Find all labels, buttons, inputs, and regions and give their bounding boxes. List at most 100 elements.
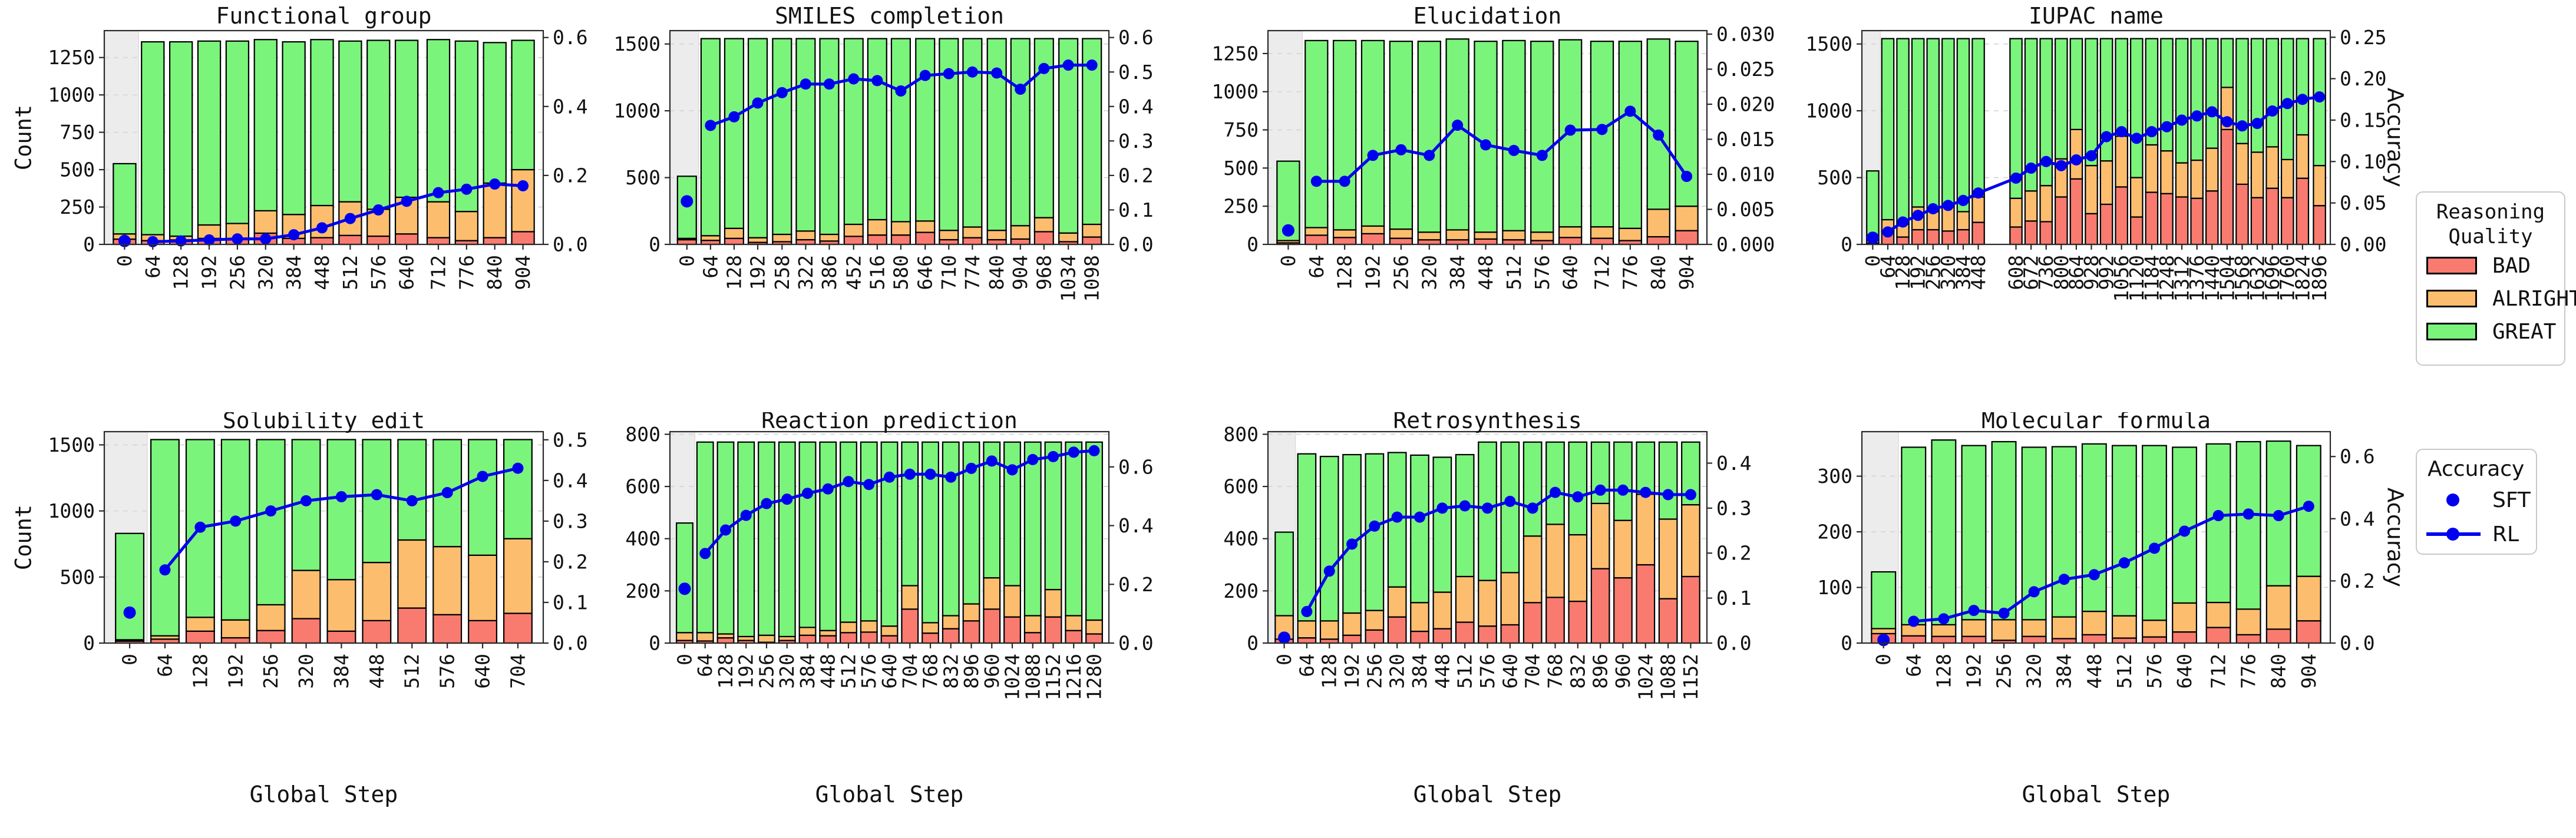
accuracy-axis-label: Accuracy (2383, 88, 2408, 187)
bar-segment-great (737, 441, 755, 638)
plot-border (669, 29, 1110, 246)
bar-segment-bad (2265, 187, 2279, 246)
bar-segment-alright (1365, 610, 1385, 631)
bar-segment-great (1085, 441, 1103, 621)
x-axis: 0 64 128 192 256 320 384 448 512 576 640 712 776 840 9… (1277, 244, 1698, 290)
svg-text:384: 384 (796, 654, 819, 689)
bar-segment-bad (922, 632, 939, 644)
bar-segment-bad (819, 635, 837, 644)
rl-accuracy-point (159, 564, 171, 576)
svg-text:448: 448 (1967, 255, 1990, 290)
bar-segment-bad (1082, 236, 1102, 246)
svg-text:500: 500 (1817, 166, 1852, 189)
sft-accuracy-point (123, 606, 136, 619)
bar-segment-alright (700, 235, 721, 241)
bar-segment-great (2085, 38, 2098, 167)
rl-accuracy-point (1549, 486, 1561, 498)
svg-text:384: 384 (1951, 255, 1974, 290)
svg-text:0.4: 0.4 (2340, 507, 2375, 530)
rl-accuracy-point (1301, 606, 1313, 618)
global-step-axis-label: Global Step (815, 781, 964, 807)
rl-accuracy-point (1572, 491, 1584, 503)
bar-segment-bad (1681, 575, 1700, 644)
bar-segment-great (468, 439, 498, 556)
bar-segment-alright (2235, 143, 2249, 186)
bar-segment-great (2205, 443, 2231, 604)
rl-accuracy-point (752, 97, 764, 109)
rl-accuracy-point (175, 235, 187, 247)
svg-text:1440: 1440 (2201, 255, 2224, 302)
bar-segment-great (1065, 441, 1083, 617)
bar-segment-alright (942, 615, 960, 630)
rl-accuracy-point (991, 67, 1003, 79)
rl-accuracy-point (1662, 489, 1674, 501)
bar-segment-bad (1931, 635, 1957, 644)
bar-segment-bad (2235, 634, 2261, 644)
svg-text:64: 64 (693, 654, 716, 677)
svg-text:0: 0 (1277, 255, 1300, 267)
bar-segment-alright (1432, 591, 1452, 630)
bar-segment-bad (1613, 577, 1633, 644)
bar-segment-alright (986, 230, 1007, 241)
rl-accuracy-point (1480, 139, 1492, 151)
svg-text:128: 128 (1333, 255, 1356, 290)
bar-segment-alright (1675, 206, 1699, 231)
bar-segment-great (840, 441, 857, 623)
bar-segment-great (942, 441, 960, 617)
svg-text:192: 192 (1907, 255, 1930, 290)
bar-segment-bad (1474, 238, 1498, 246)
svg-text:500: 500 (1223, 157, 1259, 180)
bar-segment-great (1636, 441, 1656, 495)
bar-segment-alright (747, 237, 768, 243)
svg-text:968: 968 (1032, 255, 1055, 290)
bar-segment-alright (676, 632, 693, 641)
svg-text:0.030: 0.030 (1716, 22, 1775, 45)
svg-text:320: 320 (1937, 255, 1960, 290)
svg-text:704: 704 (1521, 654, 1544, 689)
count-axis-label: Count (11, 105, 37, 170)
legend-item-sft-label: SFT (2492, 488, 2531, 512)
rl-accuracy-point (2161, 121, 2172, 133)
bar-segment-alright (1502, 230, 1526, 241)
bar-segment-alright (1304, 227, 1329, 236)
bar-segment-alright (860, 620, 878, 633)
svg-text:1248: 1248 (2155, 255, 2178, 302)
svg-text:256: 256 (1389, 255, 1412, 290)
global-step-axis-label: Global Step (2022, 781, 2171, 807)
bar-segment-alright (326, 579, 356, 632)
svg-text:0.2: 0.2 (553, 164, 588, 187)
svg-text:576: 576 (367, 255, 390, 290)
svg-text:712: 712 (1590, 255, 1613, 290)
bar-segment-bad (2055, 196, 2068, 246)
svg-text:256: 256 (226, 255, 249, 290)
bar-segment-alright (840, 621, 857, 634)
bar-segment-bad (291, 618, 321, 644)
svg-text:0.4: 0.4 (553, 469, 588, 492)
svg-text:64: 64 (141, 255, 164, 279)
svg-text:1000: 1000 (1806, 100, 1852, 122)
svg-text:712: 712 (427, 255, 450, 290)
left-axis: 0 500 1000 1500 (614, 32, 670, 256)
svg-text:64: 64 (1295, 654, 1318, 677)
chart-canvas-7: 0 100 200 300 0.0 0.2 0.4 0.6 0 64 128 192 256 320 384… (1817, 412, 2407, 807)
rl-accuracy-point (1086, 59, 1098, 71)
bar-segment-great (2296, 38, 2310, 136)
bar-segment-great (397, 439, 427, 541)
bar-segment-bad (890, 234, 911, 246)
rl-accuracy-point (2236, 120, 2248, 132)
left-axis: 0 250 500 750 1000 1250 (48, 46, 104, 256)
subplot-iupac-name: 0 500 1000 1500 0.00 0.05 0.10 0.15 0.20 0.25 0 64 1… (1797, 0, 2576, 412)
bar-segment-alright (2205, 601, 2231, 628)
bar-segment-bad (1590, 237, 1614, 246)
accuracy-line-layer (1866, 91, 2326, 244)
svg-text:128: 128 (714, 654, 737, 689)
rl-accuracy-point (265, 505, 277, 517)
bars-layer (676, 38, 1102, 246)
bar-segment-great (253, 39, 278, 211)
bar-segment-great (1871, 571, 1897, 630)
bar-segment-great (362, 439, 392, 564)
bar-segment-great (1901, 446, 1927, 625)
bar-segment-alright (1991, 619, 2017, 641)
accuracy-line-layer (1278, 484, 1696, 644)
rl-accuracy-point (1088, 445, 1100, 456)
